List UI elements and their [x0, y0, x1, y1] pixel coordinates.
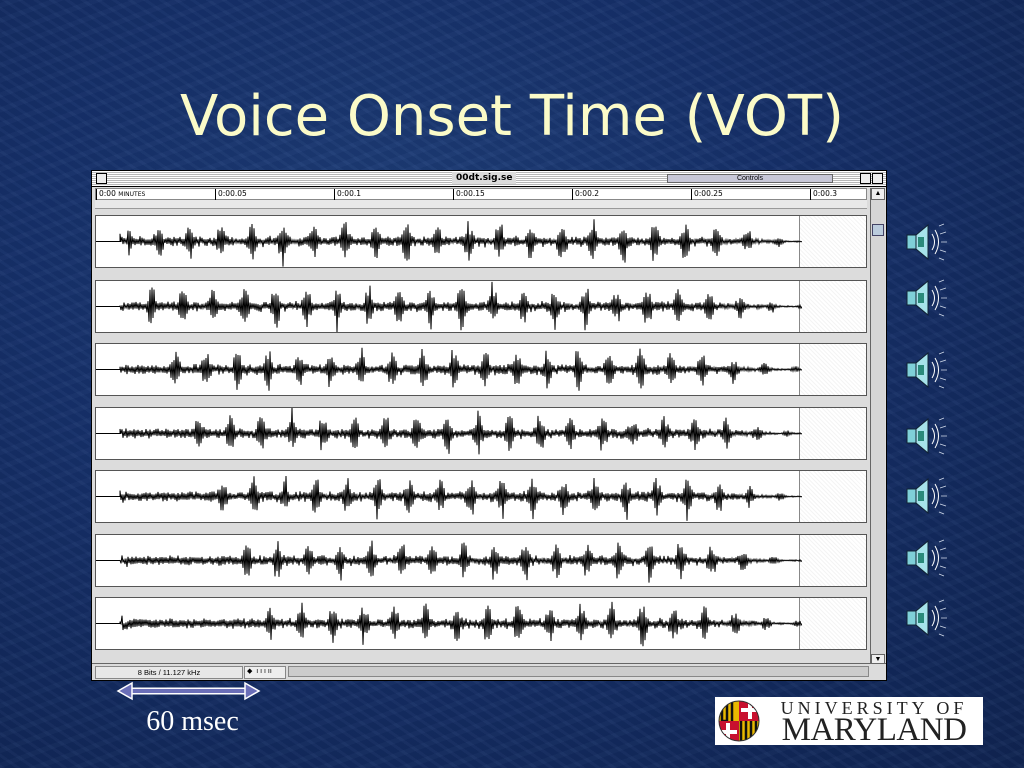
- waveform-track[interactable]: [95, 407, 867, 460]
- time-ruler: 0:00 MINUTES 0:00.05 0:00.1 0:00.15 0:00…: [95, 188, 867, 200]
- empty-region: [799, 344, 866, 395]
- waveform: [96, 281, 802, 332]
- empty-region: [799, 598, 866, 649]
- waveform: [96, 408, 802, 455]
- zoom-control[interactable]: ◆ ı ı ı ıı: [244, 666, 286, 679]
- collapse-box[interactable]: [872, 173, 883, 184]
- window-title: 00dt.sig.se: [452, 172, 517, 184]
- ruler-tick: 0:00.2: [572, 189, 599, 200]
- waveform: [96, 219, 802, 267]
- empty-region: [799, 408, 866, 459]
- speaker-icon[interactable]: [904, 536, 948, 580]
- waveform: [96, 347, 802, 391]
- speaker-icon[interactable]: [904, 414, 948, 458]
- empty-region: [799, 216, 866, 267]
- ruler-tick: 0:00.05: [215, 189, 247, 200]
- maryland-flag-icon: [718, 700, 760, 742]
- waveform-path: [96, 601, 802, 647]
- vertical-scrollbar[interactable]: ▲ ▼: [870, 188, 885, 666]
- status-bar: 8 Bits / 11.127 kHz ◆ ı ı ı ıı: [92, 663, 886, 680]
- empty-region: [799, 471, 866, 522]
- waveform-track[interactable]: [95, 470, 867, 523]
- waveform-path: [96, 219, 802, 267]
- duration-arrow: [116, 681, 261, 701]
- scroll-thumb[interactable]: [872, 224, 884, 236]
- slide-title: Voice Onset Time (VOT): [180, 84, 844, 149]
- horizontal-scrollbar[interactable]: [288, 666, 869, 677]
- waveform-window: 00dt.sig.se Controls 0:00 MINUTES 0:00.0…: [91, 170, 887, 681]
- ruler-tick: 0:00.3: [810, 189, 837, 200]
- empty-region: [799, 535, 866, 586]
- ruler-tick: 0:00.15: [453, 189, 485, 200]
- waveform-path: [96, 540, 802, 583]
- logo-line-2: MARYLAND: [781, 712, 967, 748]
- speaker-icon[interactable]: [904, 596, 948, 640]
- controls-button[interactable]: Controls: [667, 174, 833, 183]
- zoom-box[interactable]: [860, 173, 871, 184]
- university-logo: UNIVERSITY OF MARYLAND: [715, 697, 983, 748]
- waveform: [96, 601, 802, 647]
- close-box[interactable]: [96, 173, 107, 184]
- empty-region: [799, 281, 866, 332]
- ruler-tick: 0:00 MINUTES: [96, 189, 145, 200]
- waveform-path: [96, 281, 802, 332]
- window-titlebar[interactable]: 00dt.sig.se Controls: [92, 171, 886, 187]
- sample-format: 8 Bits / 11.127 kHz: [95, 666, 243, 679]
- waveform: [96, 475, 802, 521]
- logo-line-1: UNIVERSITY OF: [780, 698, 968, 718]
- waveform-track[interactable]: [95, 343, 867, 396]
- waveform-track[interactable]: [95, 597, 867, 650]
- speaker-icon[interactable]: [904, 348, 948, 392]
- waveform-track[interactable]: [95, 280, 867, 333]
- waveform-track[interactable]: [95, 534, 867, 587]
- waveform-track[interactable]: [95, 215, 867, 268]
- selection-ruler[interactable]: [95, 200, 867, 209]
- scroll-up-arrow[interactable]: ▲: [871, 188, 885, 200]
- waveform-path: [96, 408, 802, 455]
- waveform-path: [96, 475, 802, 521]
- speaker-icon[interactable]: [904, 474, 948, 518]
- ruler-tick: 0:00.25: [691, 189, 723, 200]
- waveform-path: [96, 347, 802, 391]
- speaker-icon[interactable]: [904, 220, 948, 264]
- duration-label: 60 msec: [146, 706, 239, 737]
- speaker-icon[interactable]: [904, 276, 948, 320]
- waveform: [96, 540, 802, 583]
- ruler-tick: 0:00.1: [334, 189, 361, 200]
